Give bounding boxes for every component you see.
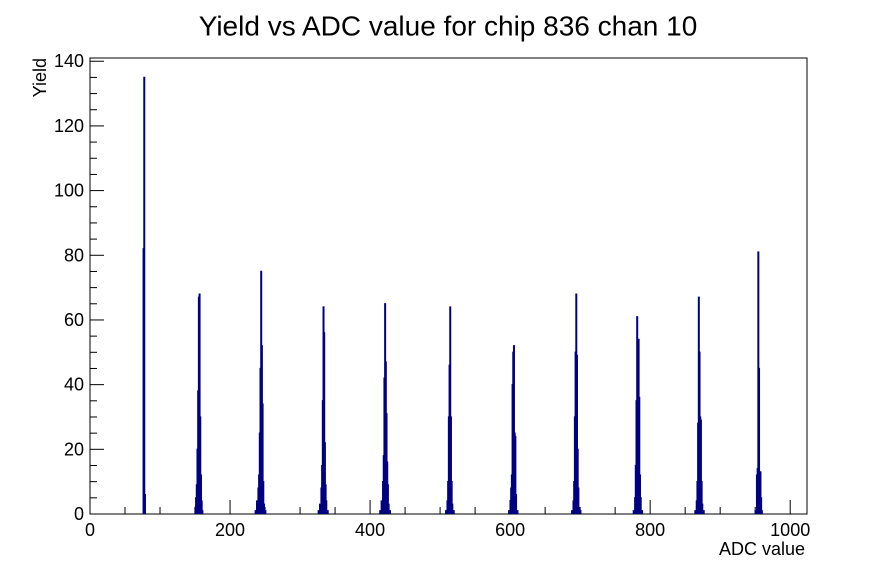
histogram-bin: [514, 435, 517, 514]
y-tick-label: 40: [64, 375, 84, 395]
histogram-bin: [449, 306, 452, 514]
y-tick-label: 20: [64, 439, 84, 459]
y-tick-label: 100: [54, 181, 84, 201]
histogram-bin: [262, 481, 265, 514]
x-tick-label: 0: [85, 520, 95, 540]
x-tick-label: 800: [635, 520, 665, 540]
histogram-bin: [451, 503, 454, 514]
y-tick-label: 140: [54, 51, 84, 71]
histogram-bin: [323, 442, 326, 514]
histogram-bin: [198, 293, 201, 514]
histogram-bin: [319, 503, 322, 514]
series-layer: [142, 76, 763, 514]
histogram-bin: [760, 510, 763, 514]
histogram-bin: [386, 484, 389, 514]
histogram-bin: [641, 510, 644, 514]
histogram-bin: [638, 396, 641, 514]
histogram-bin: [699, 419, 702, 514]
histogram-bin: [577, 487, 580, 514]
histogram-bin: [754, 510, 757, 514]
x-tick-label: 1000: [770, 520, 810, 540]
histogram-bin: [323, 332, 326, 514]
histogram-bin: [759, 471, 762, 514]
histogram-bin: [694, 510, 697, 514]
histogram-bin: [571, 510, 574, 514]
x-tick-label: 600: [495, 520, 525, 540]
histogram-bin: [639, 497, 642, 514]
histogram-bin: [515, 493, 518, 514]
y-tick-label: 0: [74, 504, 84, 524]
histogram-bin: [387, 503, 390, 514]
histogram-bin: [254, 510, 257, 514]
y-axis-title: Yield: [30, 58, 50, 97]
histogram-bin: [326, 510, 329, 514]
histogram-bin: [445, 510, 448, 514]
histogram-bin: [449, 416, 452, 514]
y-tick-label: 120: [54, 116, 84, 136]
histogram-bin: [508, 510, 511, 514]
histogram-bin: [700, 481, 703, 514]
histogram-bin: [199, 474, 202, 514]
histogram-bin: [575, 354, 578, 514]
histogram-bin: [264, 510, 267, 514]
histogram-bin: [200, 500, 203, 514]
x-tick-label: 200: [215, 520, 245, 540]
histogram-bin: [579, 510, 582, 514]
histogram-bin: [758, 367, 761, 514]
histogram-bin: [263, 503, 265, 514]
histogram-bin: [578, 506, 581, 514]
histogram-bin: [201, 510, 204, 514]
y-axis: 0 20 40 60 80 100 120 140: [54, 51, 104, 524]
histogram-bin: [389, 510, 392, 514]
histogram-bin: [760, 497, 763, 514]
x-tick-label: 400: [355, 520, 385, 540]
histogram-bin: [199, 416, 202, 514]
histogram-bin: [576, 448, 579, 514]
histogram-bin: [317, 510, 320, 514]
histogram-bin: [702, 510, 705, 514]
histogram-bin: [516, 510, 519, 514]
histogram-bin: [143, 493, 146, 514]
x-axis: 0 200 400 600 800 1000: [85, 500, 810, 540]
histogram-bin: [255, 500, 258, 514]
histogram-bin: [639, 474, 641, 514]
histogram-bin: [450, 481, 453, 514]
histogram-bin: [452, 510, 455, 514]
histogram-bin: [379, 510, 382, 514]
chart-title: Yield vs ADC value for chip 836 chan 10: [199, 10, 698, 41]
x-axis-title: ADC value: [719, 539, 805, 559]
y-tick-label: 80: [64, 245, 84, 265]
histogram-bin: [701, 503, 704, 514]
y-tick-label: 60: [64, 310, 84, 330]
histogram-bin: [512, 345, 515, 514]
histogram-bin: [143, 76, 146, 514]
histogram-bin: [324, 484, 327, 514]
histogram-bin: [380, 500, 383, 514]
histogram-bin: [261, 403, 264, 514]
histogram-bin: [632, 510, 635, 514]
histogram-bin: [325, 500, 328, 514]
